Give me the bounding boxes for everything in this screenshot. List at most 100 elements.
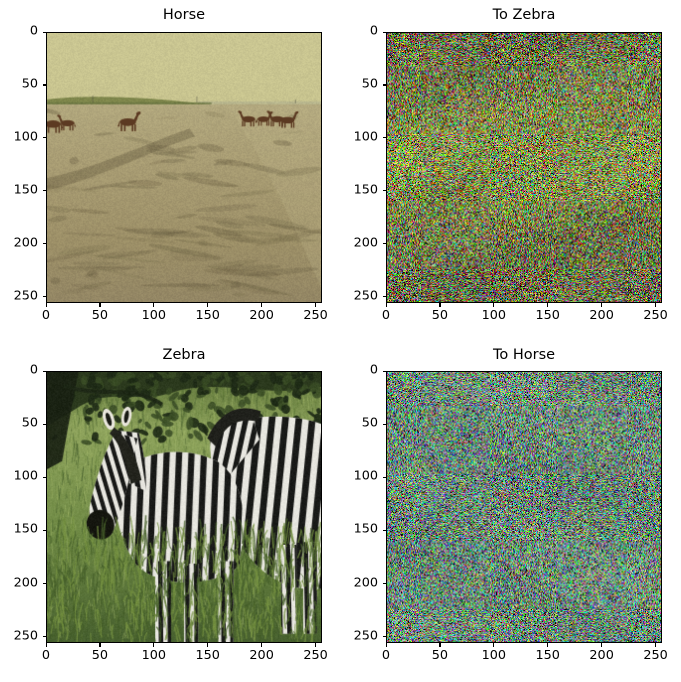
panel-title-to-horse: To Horse (492, 347, 556, 363)
xtick-label: 50 (91, 308, 109, 323)
xtick-mark (45, 643, 47, 647)
ytick-label: 200 (353, 235, 378, 251)
xtick-mark (315, 643, 317, 647)
ytick-mark (42, 423, 46, 425)
xtick-mark (655, 643, 657, 647)
subplot-to-horse: To Horse 0 50 100 150 200 250 0 50 100 150 200 250 (340, 339, 681, 682)
xtick-label: 50 (431, 308, 449, 323)
xtick-mark (315, 303, 317, 307)
ytick-mark (382, 476, 386, 478)
ytick-label: 100 (353, 129, 378, 145)
ytick-mark (382, 190, 386, 192)
ytick-mark (42, 137, 46, 139)
xtick-label: 100 (141, 648, 167, 663)
xtick-mark (655, 303, 657, 307)
ytick-mark (42, 190, 46, 192)
ytick-mark (382, 423, 386, 425)
subplot-zebra: Zebra 0 50 100 150 200 250 0 50 100 150 200 250 (0, 339, 341, 682)
xtick-label: 250 (303, 648, 328, 663)
ytick-mark (42, 476, 46, 478)
xtick-mark (207, 643, 209, 647)
axes-horse[interactable] (46, 32, 322, 303)
xtick-mark (385, 303, 387, 307)
ytick-mark (382, 137, 386, 139)
xtick-label: 250 (643, 308, 668, 323)
xtick-mark (385, 643, 387, 647)
xtick-mark (261, 303, 263, 307)
xtick-mark (153, 643, 155, 647)
ytick-mark (382, 31, 386, 33)
ytick-label: 250 (353, 628, 378, 644)
xtick-label: 200 (249, 308, 274, 323)
panel-title-to-zebra: To Zebra (492, 7, 556, 23)
xtick-label: 150 (195, 308, 220, 323)
ytick-mark (42, 529, 46, 531)
ytick-label: 50 (361, 415, 378, 431)
ytick-label: 150 (13, 521, 38, 537)
ytick-mark (42, 296, 46, 298)
subplot-horse: Horse 0 50 100 150 200 250 0 50 100 150 200 250 (0, 0, 341, 341)
ytick-mark (382, 243, 386, 245)
xtick-mark (153, 303, 155, 307)
xtick-mark (45, 303, 47, 307)
xtick-label: 200 (589, 648, 614, 663)
xtick-mark (601, 643, 603, 647)
ytick-label: 50 (361, 76, 378, 92)
xtick-mark (99, 643, 101, 647)
ytick-mark (382, 583, 386, 585)
xtick-label: 250 (303, 308, 328, 323)
ytick-label: 150 (13, 182, 38, 198)
to-zebra-noise-image (387, 33, 661, 302)
xtick-mark (99, 303, 101, 307)
ytick-label: 250 (353, 288, 378, 304)
xtick-label: 250 (643, 648, 668, 663)
ytick-label: 50 (21, 415, 38, 431)
xtick-mark (439, 643, 441, 647)
ytick-label: 0 (369, 23, 378, 39)
xtick-label: 150 (195, 648, 220, 663)
panel-title-horse: Horse (162, 7, 206, 23)
ytick-label: 0 (29, 362, 38, 378)
zebra-image (47, 372, 321, 642)
xtick-label: 50 (91, 648, 109, 663)
ytick-label: 0 (369, 362, 378, 378)
xtick-label: 100 (481, 308, 507, 323)
ytick-label: 100 (13, 129, 38, 145)
xtick-label: 0 (381, 648, 391, 663)
ytick-mark (42, 31, 46, 33)
axes-zebra[interactable] (46, 371, 322, 643)
ytick-mark (382, 529, 386, 531)
ytick-mark (382, 636, 386, 638)
xtick-mark (547, 643, 549, 647)
xtick-label: 50 (431, 648, 449, 663)
xtick-mark (439, 303, 441, 307)
ytick-mark (42, 243, 46, 245)
ytick-label: 100 (353, 468, 378, 484)
xtick-mark (493, 303, 495, 307)
xtick-label: 100 (481, 648, 507, 663)
ytick-label: 200 (13, 575, 38, 591)
ytick-mark (42, 636, 46, 638)
ytick-label: 100 (13, 468, 38, 484)
horse-image (47, 33, 321, 302)
axes-to-zebra[interactable] (386, 32, 662, 303)
ytick-mark (382, 370, 386, 372)
ytick-label: 250 (13, 628, 38, 644)
xtick-label: 150 (535, 308, 560, 323)
ytick-label: 200 (353, 575, 378, 591)
axes-to-horse[interactable] (386, 371, 662, 643)
xtick-label: 150 (535, 648, 560, 663)
ytick-label: 250 (13, 288, 38, 304)
xtick-label: 200 (249, 648, 274, 663)
ytick-mark (42, 370, 46, 372)
xtick-mark (207, 303, 209, 307)
ytick-label: 200 (13, 235, 38, 251)
xtick-mark (493, 643, 495, 647)
xtick-label: 0 (381, 308, 391, 323)
ytick-mark (42, 583, 46, 585)
to-horse-noise-image (387, 372, 661, 642)
ytick-label: 150 (353, 182, 378, 198)
xtick-label: 0 (41, 648, 51, 663)
subplot-to-zebra: To Zebra 0 50 100 150 200 250 0 50 100 150 200 250 (340, 0, 681, 341)
